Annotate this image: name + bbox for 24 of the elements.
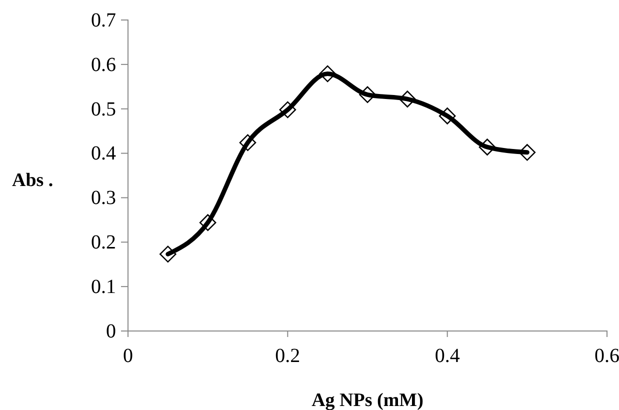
x-tick-label: 0.4: [434, 345, 460, 367]
point: [478, 138, 496, 156]
x-tick-label: 0.6: [594, 345, 619, 367]
point: [399, 90, 416, 108]
point: [319, 65, 336, 82]
point: [279, 101, 296, 118]
point: [438, 108, 456, 124]
x-tick-label: 0.2: [275, 345, 300, 367]
y-tick-label: 0.1: [91, 276, 116, 298]
y-tick-label: 0.7: [91, 9, 116, 32]
point: [199, 214, 216, 231]
y-tick-label: 0.5: [91, 98, 116, 120]
point: [160, 246, 176, 263]
y-tick-label: 0.2: [91, 232, 116, 254]
y-tick-label: 0.6: [91, 54, 116, 76]
x-tick-label: 0: [123, 345, 133, 367]
y-axis-title: Abs .: [12, 170, 54, 191]
y-tick-label: 0: [106, 320, 116, 342]
point: [239, 134, 256, 152]
point: [359, 86, 376, 104]
y-tick-label: 0.4: [91, 142, 116, 165]
y-tick-label: 0.3: [91, 187, 116, 210]
point: [518, 144, 536, 161]
x-axis-title: Ag NPs (mM): [312, 390, 424, 410]
